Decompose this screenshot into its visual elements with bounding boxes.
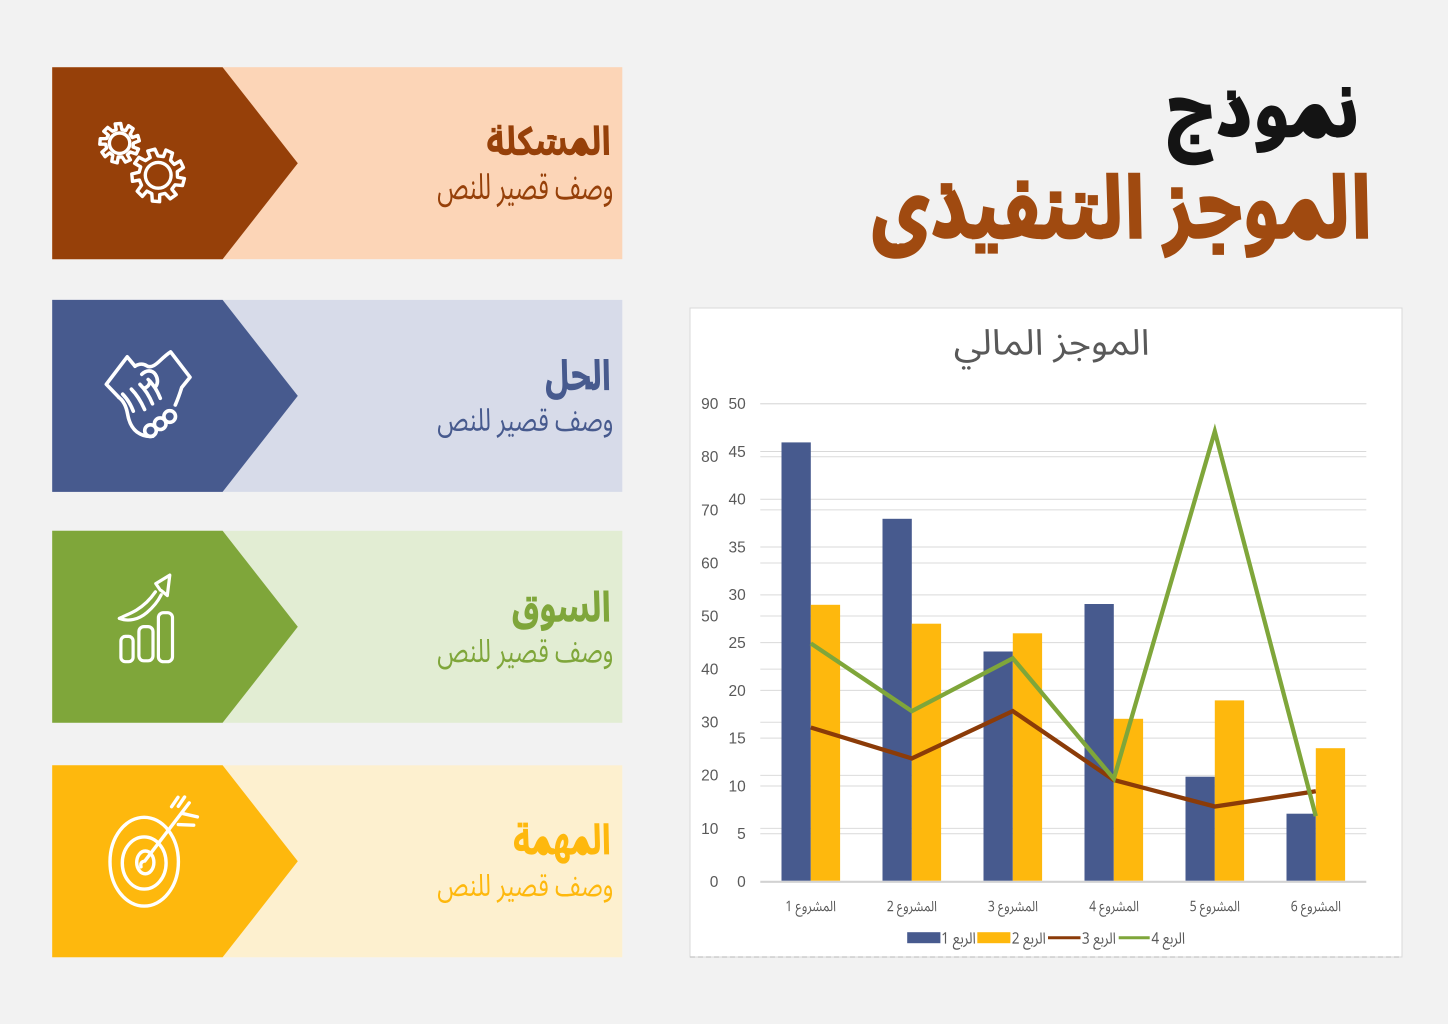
svg-text:70: 70	[701, 502, 719, 519]
svg-text:35: 35	[729, 539, 746, 556]
svg-text:0: 0	[737, 874, 746, 891]
svg-text:10: 10	[729, 778, 747, 795]
svg-text:60: 60	[701, 555, 719, 572]
svg-text:50: 50	[729, 396, 747, 413]
svg-text:50: 50	[701, 609, 719, 626]
svg-text:40: 40	[729, 492, 747, 509]
svg-text:40: 40	[701, 662, 719, 679]
svg-text:80: 80	[701, 449, 719, 466]
svg-text:30: 30	[701, 715, 719, 732]
svg-text:15: 15	[729, 731, 746, 748]
svg-text:5: 5	[737, 826, 746, 843]
svg-text:25: 25	[729, 635, 746, 652]
svg-text:30: 30	[729, 587, 747, 604]
svg-text:20: 20	[729, 683, 747, 700]
svg-text:0: 0	[710, 874, 719, 891]
svg-text:10: 10	[701, 821, 719, 838]
svg-text:90: 90	[701, 396, 719, 413]
svg-text:20: 20	[701, 768, 719, 785]
svg-text:45: 45	[729, 444, 746, 461]
